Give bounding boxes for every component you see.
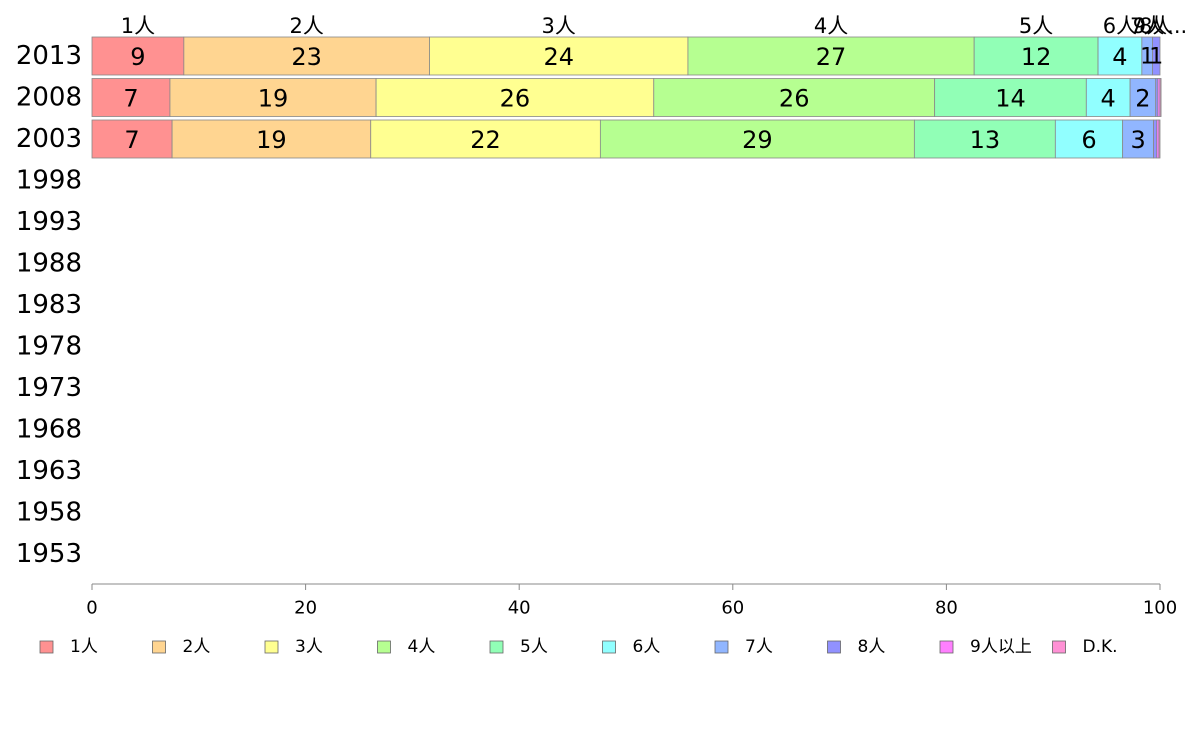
- y-axis-labels: 2013 2008 2003 1998 1993 1988 1983 1978 1973 1968…: [16, 41, 82, 569]
- bar-segment: [1085, 78, 1131, 117]
- y-tick-label: 1978: [16, 332, 82, 362]
- data-label: 13: [970, 126, 1001, 154]
- bar-segment: [91, 78, 171, 117]
- y-tick-label: 1963: [16, 456, 82, 486]
- bar-segment: [1054, 119, 1124, 159]
- data-label: 4: [1112, 43, 1127, 71]
- legend-swatch: [827, 640, 841, 654]
- data-label: 6: [1081, 126, 1096, 154]
- data-label: 23: [291, 43, 322, 71]
- top-category-label: 6人: [1103, 14, 1137, 38]
- data-label: 4: [1101, 85, 1116, 113]
- legend-swatch: [1052, 640, 1066, 654]
- legend-swatch: [602, 640, 616, 654]
- legend-label: 6人: [633, 637, 661, 657]
- y-tick-label: 1993: [16, 207, 82, 237]
- legend-label: D.K.: [1083, 637, 1118, 657]
- x-tick-label: 40: [508, 598, 531, 619]
- data-label: 27: [816, 43, 847, 71]
- bar-segment: [370, 119, 601, 159]
- bar-segment: [1129, 78, 1157, 117]
- bar-segment: [913, 119, 1056, 159]
- x-tick-label: 0: [86, 598, 97, 619]
- data-label: 3: [1130, 126, 1145, 154]
- y-tick-label: 1983: [16, 290, 82, 320]
- bar-segment: [91, 119, 173, 159]
- legend-swatch: [152, 640, 166, 654]
- x-tick-label: 60: [721, 598, 744, 619]
- data-label: 7: [124, 126, 139, 154]
- legend-swatch: [264, 640, 279, 654]
- top-category-label: 7人: [1130, 14, 1164, 38]
- x-tick-label: 100: [1143, 598, 1177, 619]
- top-category-label: 2人: [289, 14, 323, 38]
- bar-segment: [183, 36, 430, 76]
- data-label: 24: [543, 43, 574, 71]
- y-tick-label: 1988: [16, 249, 82, 279]
- bar-segment: [1097, 36, 1143, 76]
- data-label: 26: [500, 85, 531, 113]
- top-category-label: 1人: [121, 14, 155, 38]
- legend-label: 3人: [295, 637, 323, 657]
- x-tick-label: 20: [294, 598, 317, 619]
- legend-label: 2人: [183, 637, 211, 657]
- bar-segment: [169, 78, 377, 117]
- legend-label: 1人: [70, 637, 98, 657]
- x-tick-label: 80: [935, 598, 958, 619]
- data-label: 19: [256, 126, 287, 154]
- data-label: 26: [779, 85, 810, 113]
- y-tick-label: 1998: [16, 166, 82, 196]
- x-axis: 0 20 40 60 80 100: [86, 583, 1177, 619]
- legend-swatch: [377, 640, 391, 654]
- bar-segment: [1152, 36, 1161, 76]
- bar-segment: [934, 78, 1087, 117]
- data-label: 2: [1135, 85, 1150, 113]
- legend: 1人 2人 3人 4人 5人 6人 7人 8人 9人以上 D.K.: [39, 637, 1118, 657]
- legend-label: 7人: [745, 637, 773, 657]
- legend-swatch: [39, 640, 54, 654]
- bar-segment: [1153, 119, 1158, 159]
- bar-area: 9 23 24 27 12 4 117 19 26 26 14 4 27 19 22 29 13 6 3: [91, 36, 1163, 159]
- legend-label: 9人以上: [970, 637, 1032, 657]
- category-header-labels: 1人 2人 3人 4人 5人 6人7人8人9人...: [121, 14, 1187, 38]
- data-label: 22: [470, 126, 501, 154]
- data-label: 14: [995, 85, 1026, 113]
- legend-swatch: [489, 640, 504, 654]
- data-label: 12: [1021, 43, 1052, 71]
- top-category-label: 8人: [1139, 14, 1173, 38]
- top-category-label: 5人: [1019, 14, 1053, 38]
- y-tick-label: 2003: [16, 124, 82, 154]
- data-label: 7: [123, 85, 138, 113]
- bar-segment: [375, 78, 655, 117]
- legend-label: 8人: [858, 637, 886, 657]
- legend-label: 5人: [520, 637, 548, 657]
- top-category-label: 9人...: [1133, 14, 1187, 38]
- legend-swatch: [939, 640, 954, 654]
- data-label: 1: [1140, 45, 1154, 70]
- y-tick-label: 1958: [16, 498, 82, 528]
- bar-segment: [1158, 119, 1161, 159]
- legend-swatch: [714, 640, 729, 654]
- data-label: 1: [1149, 45, 1163, 70]
- data-label: 29: [742, 126, 773, 154]
- legend-label: 4人: [408, 637, 436, 657]
- y-tick-label: 2013: [16, 41, 82, 71]
- y-tick-label: 1953: [16, 539, 82, 569]
- data-label: 9: [130, 43, 145, 71]
- bar-segment: [973, 36, 1099, 76]
- bar-segment: [687, 36, 975, 76]
- bar-segment: [599, 119, 915, 159]
- data-label: 19: [258, 85, 289, 113]
- bar-segment: [171, 119, 372, 159]
- bar-segment: [653, 78, 936, 117]
- y-tick-label: 1973: [16, 373, 82, 403]
- top-category-label: 3人: [542, 14, 576, 38]
- bar-segment: [429, 36, 689, 76]
- top-category-label: 4人: [814, 14, 848, 38]
- y-tick-label: 2008: [16, 83, 82, 113]
- bar-segment: [1159, 78, 1162, 117]
- y-tick-label: 1968: [16, 415, 82, 445]
